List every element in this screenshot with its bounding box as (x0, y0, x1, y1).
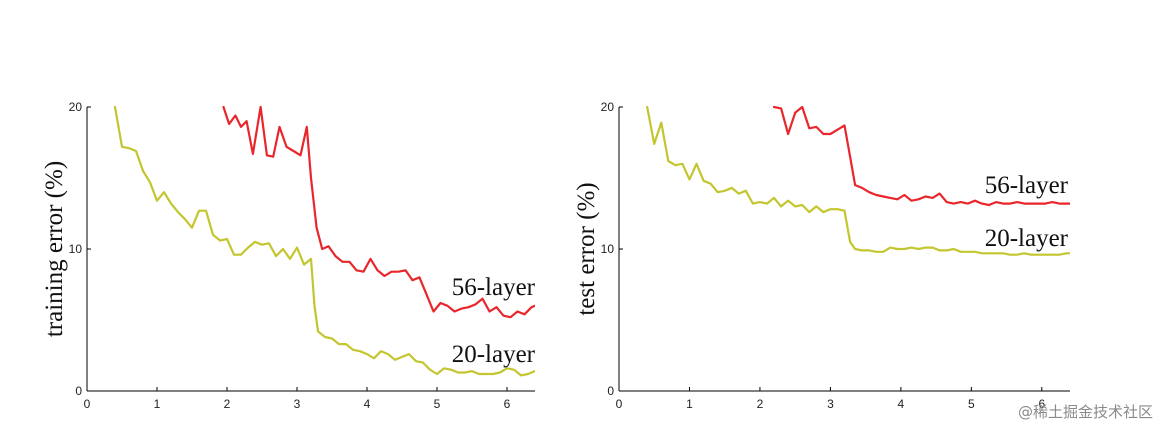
series-label-20-layer: 20-layer (985, 225, 1069, 252)
series-line-20-layer (113, 105, 535, 377)
y-tick-label: 0 (607, 384, 614, 398)
x-tick-label: 5 (968, 397, 975, 411)
x-tick-label: 1 (686, 397, 693, 411)
x-tick-label: 6 (1038, 397, 1045, 411)
x-tick-label: 0 (84, 397, 91, 411)
series-label-56-layer: 56-layer (452, 274, 536, 301)
series-line-56-layer (772, 105, 1070, 207)
y-tick-label: 10 (601, 242, 615, 256)
watermark: @稀土掘金技术社区 (1017, 403, 1153, 421)
y-tick-label: 0 (75, 384, 82, 398)
y-tick-label: 10 (69, 242, 83, 256)
series-label-56-layer: 56-layer (985, 172, 1069, 199)
chart-panel-1: 0 1 2 3 4 5 6 0 10 20 training error (%) 56-layer 20… (41, 100, 536, 411)
y-tick-label: 20 (69, 100, 83, 114)
x-tick-label: 2 (757, 397, 764, 411)
x-tick-label: 2 (224, 397, 231, 411)
series-label-20-layer: 20-layer (452, 341, 536, 368)
y-tick-label: 20 (601, 100, 615, 114)
y-axis-label: training error (%) (41, 161, 68, 337)
x-tick-label: 1 (154, 397, 161, 411)
x-tick-label: 4 (364, 397, 371, 411)
x-tick-label: 5 (434, 397, 441, 411)
series-line-20-layer (646, 105, 1070, 256)
x-tick-label: 3 (827, 397, 834, 411)
series-line-56-layer (222, 105, 535, 319)
x-tick-label: 3 (294, 397, 301, 411)
x-tick-label: 0 (616, 397, 623, 411)
x-tick-label: 4 (898, 397, 905, 411)
y-axis-label: test error (%) (573, 182, 600, 315)
chart-panel-2: 0 1 2 3 4 5 6 0 10 20 test error (%) 56-layer 20-lay… (573, 100, 1070, 411)
x-tick-label: 6 (504, 397, 511, 411)
